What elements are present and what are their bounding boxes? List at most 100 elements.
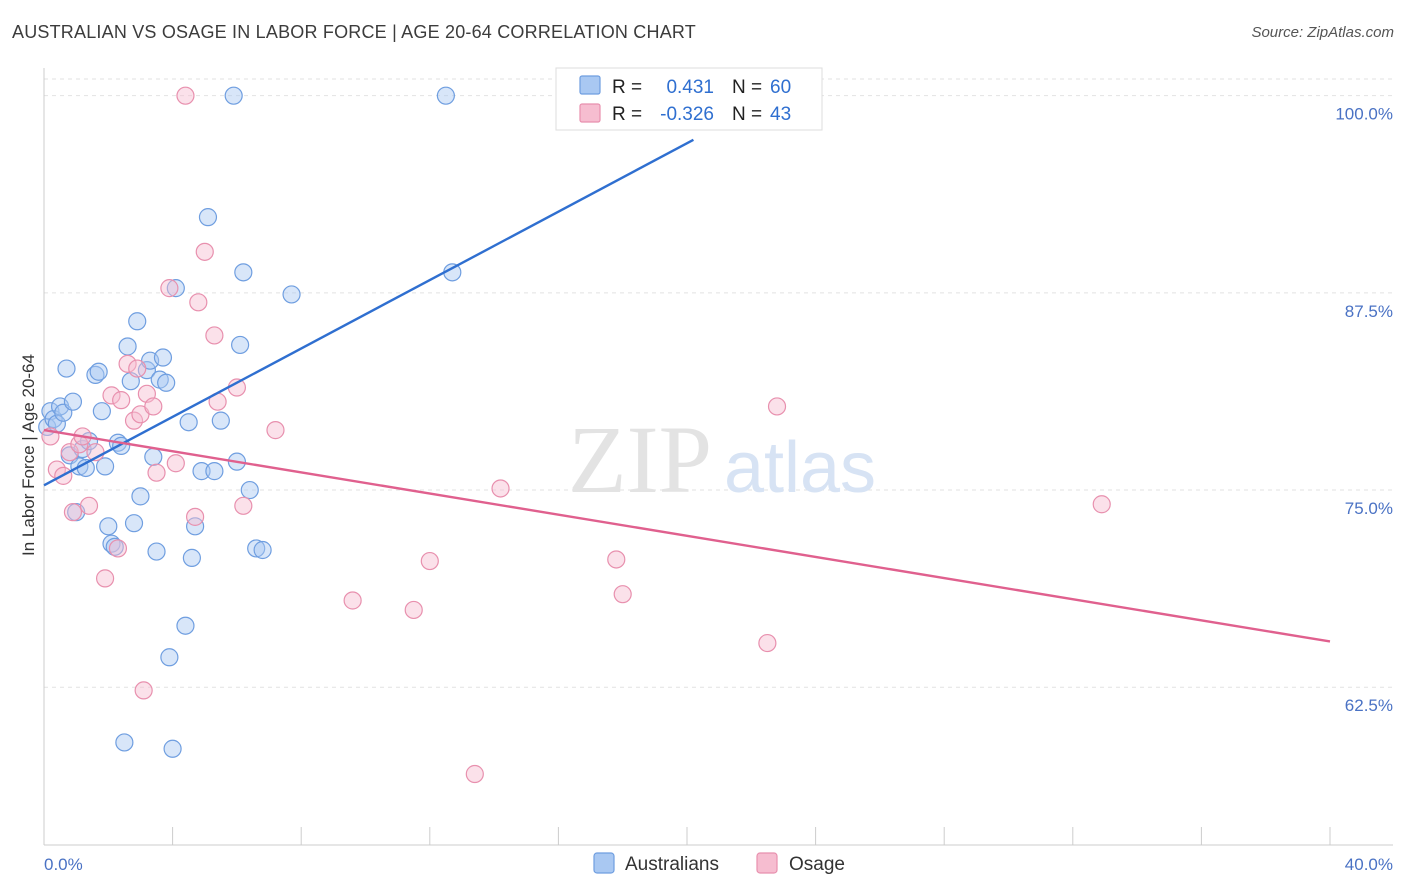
point-australians-26 bbox=[124, 514, 144, 533]
point-australians-49 bbox=[231, 335, 250, 355]
trend-lines bbox=[43, 138, 1331, 643]
point-osage-34 bbox=[420, 551, 439, 571]
point-australians-44 bbox=[198, 208, 218, 227]
point-osage-19 bbox=[144, 397, 163, 416]
point-australians-32 bbox=[147, 542, 166, 561]
series-legend-label-australians: Australians bbox=[625, 854, 719, 875]
legend-r-value-australians: 0.431 bbox=[666, 77, 714, 98]
watermark: ZIP atlas bbox=[568, 406, 876, 513]
point-osage-22 bbox=[166, 454, 185, 473]
point-australians-24 bbox=[118, 337, 137, 356]
point-australians-6 bbox=[57, 359, 76, 378]
point-australians-47 bbox=[224, 86, 243, 105]
point-australians-45 bbox=[205, 462, 224, 481]
point-australians-17 bbox=[95, 457, 115, 476]
legend-n-value-osage: 43 bbox=[770, 104, 791, 125]
series-legend-label-osage: Osage bbox=[789, 854, 845, 875]
point-osage-27 bbox=[205, 326, 224, 345]
point-osage-26 bbox=[195, 242, 214, 261]
y-tick-label-0: 100.0% bbox=[1335, 105, 1393, 124]
point-osage-38 bbox=[613, 585, 632, 604]
point-osage-11 bbox=[108, 539, 128, 558]
y-tick-labels: 100.0% 87.5% 75.0% 62.5% bbox=[1335, 105, 1393, 716]
point-australians-37 bbox=[163, 739, 182, 758]
series-australians-points bbox=[38, 86, 632, 758]
series-legend-swatch-osage bbox=[756, 852, 778, 874]
y-tick-label-1: 87.5% bbox=[1345, 302, 1393, 321]
point-australians-16 bbox=[92, 402, 111, 421]
point-australians-50 bbox=[234, 263, 253, 282]
point-australians-34 bbox=[153, 348, 173, 367]
gridlines bbox=[44, 78, 1393, 688]
point-osage-41 bbox=[1092, 495, 1111, 514]
point-osage-17 bbox=[134, 681, 153, 700]
legend-swatch-australians bbox=[579, 75, 601, 95]
point-australians-18 bbox=[99, 517, 118, 536]
point-osage-23 bbox=[176, 86, 195, 105]
point-australians-15 bbox=[89, 362, 108, 381]
point-osage-37 bbox=[607, 550, 626, 569]
point-australians-55 bbox=[436, 86, 455, 105]
point-australians-35 bbox=[157, 373, 176, 392]
x-tick-label-min: 0.0% bbox=[44, 855, 83, 874]
legend-n-label-australians: N = bbox=[732, 77, 762, 98]
point-australians-14 bbox=[86, 365, 105, 384]
point-australians-43 bbox=[192, 462, 211, 481]
axes bbox=[43, 68, 1393, 846]
point-australians-8 bbox=[63, 392, 83, 411]
point-osage-35 bbox=[465, 764, 484, 784]
point-australians-46 bbox=[211, 411, 230, 430]
point-osage-39 bbox=[758, 633, 777, 653]
y-axis-label: In Labor Force | Age 20-64 bbox=[19, 354, 38, 556]
point-australians-27 bbox=[128, 312, 147, 331]
point-osage-9 bbox=[95, 569, 115, 588]
watermark-zip: ZIP bbox=[568, 406, 712, 513]
point-osage-24 bbox=[186, 507, 205, 526]
point-osage-20 bbox=[147, 463, 166, 482]
point-osage-15 bbox=[128, 359, 147, 378]
point-osage-40 bbox=[767, 397, 787, 416]
point-osage-7 bbox=[79, 496, 99, 515]
watermark-atlas: atlas bbox=[724, 428, 876, 508]
point-australians-54 bbox=[282, 285, 301, 304]
point-osage-36 bbox=[491, 479, 510, 498]
legend-n-label-osage: N = bbox=[732, 104, 762, 125]
point-osage-32 bbox=[343, 591, 362, 610]
legend-r-label-australians: R = bbox=[612, 77, 642, 98]
trend-line-australians bbox=[43, 138, 694, 487]
point-australians-51 bbox=[240, 480, 259, 500]
series-legend-swatch-australians bbox=[593, 852, 615, 874]
chart-title: AUSTRALIAN VS OSAGE IN LABOR FORCE | AGE… bbox=[12, 22, 696, 42]
y-tick-label-2: 75.0% bbox=[1345, 499, 1393, 518]
point-osage-21 bbox=[160, 279, 179, 298]
point-australians-53 bbox=[253, 540, 272, 560]
legend-r-label-osage: R = bbox=[612, 104, 642, 125]
point-osage-4 bbox=[63, 503, 83, 522]
series-legend: Australians Osage bbox=[593, 852, 845, 875]
point-australians-23 bbox=[115, 733, 134, 752]
point-australians-31 bbox=[144, 447, 163, 467]
point-osage-31 bbox=[266, 421, 285, 440]
legend-r-value-osage: -0.326 bbox=[660, 104, 714, 125]
point-australians-40 bbox=[179, 413, 198, 432]
point-australians-38 bbox=[166, 279, 185, 298]
series-osage-points bbox=[41, 86, 1111, 784]
legend-n-value-australians: 60 bbox=[770, 77, 791, 98]
point-osage-10 bbox=[102, 386, 121, 405]
point-osage-33 bbox=[404, 600, 423, 620]
point-osage-30 bbox=[234, 496, 253, 515]
point-osage-13 bbox=[118, 354, 137, 373]
point-australians-39 bbox=[176, 616, 195, 635]
trend-line-osage bbox=[43, 428, 1331, 643]
point-osage-12 bbox=[112, 391, 131, 410]
chart-source: Source: ZipAtlas.com bbox=[1251, 24, 1394, 41]
point-australians-41 bbox=[182, 548, 201, 567]
point-australians-36 bbox=[160, 648, 179, 667]
point-osage-25 bbox=[189, 293, 208, 312]
y-tick-label-3: 62.5% bbox=[1345, 696, 1393, 715]
x-tick-label-max: 40.0% bbox=[1345, 855, 1393, 874]
point-australians-42 bbox=[186, 517, 205, 536]
stats-legend: R = 0.431 N = 60 R = -0.326 N = 43 bbox=[555, 67, 823, 131]
point-australians-52 bbox=[247, 539, 266, 558]
